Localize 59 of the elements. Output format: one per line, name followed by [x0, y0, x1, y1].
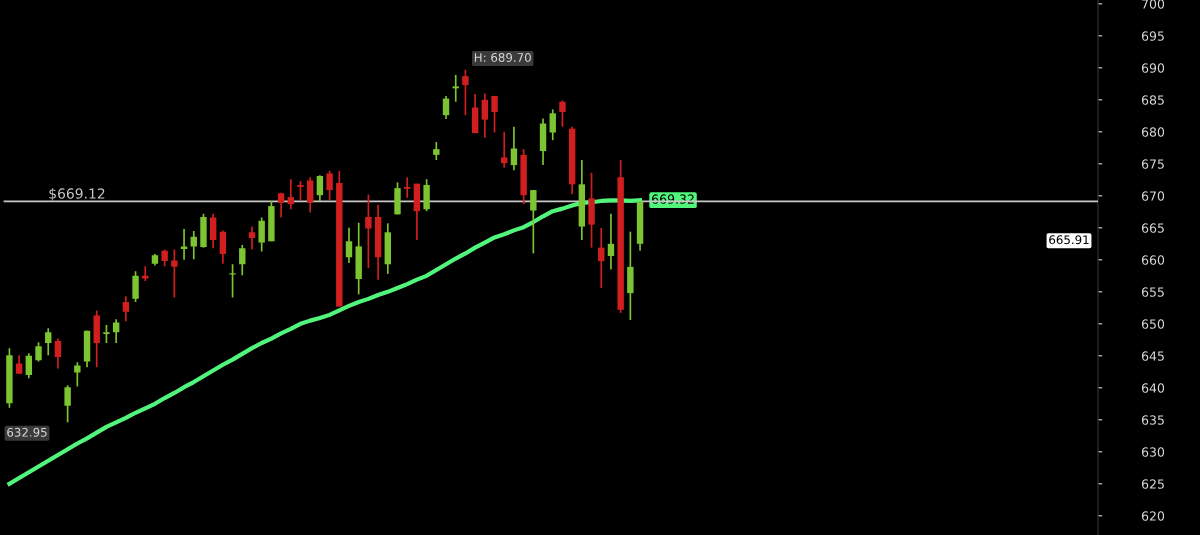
y-tick-label: 640: [1141, 383, 1165, 393]
annotation: H: 689.70: [474, 52, 531, 62]
y-tick-label: 670: [1141, 191, 1165, 201]
candlestick: [559, 99, 566, 128]
candlestick: [229, 263, 236, 299]
y-tick-label: 675: [1141, 159, 1164, 169]
candlestick: [491, 95, 498, 134]
y-tick-label: 700: [1142, 0, 1165, 9]
candlestick: [239, 244, 246, 277]
candlestick: [180, 228, 188, 261]
annotation: 632.95: [7, 427, 47, 437]
y-tick-label: 635: [1141, 415, 1164, 425]
ref-line-label: $669.12: [49, 188, 105, 201]
y-tick-label: 655: [1141, 287, 1164, 297]
candlestick: [287, 178, 294, 211]
candlestick: [442, 95, 450, 120]
candlestick: [306, 176, 314, 214]
candlestick: [15, 354, 23, 375]
candlestick: [345, 226, 353, 264]
candlestick: [122, 295, 130, 323]
candlestick: [510, 125, 518, 172]
y-tick-label: 690: [1141, 63, 1165, 73]
y-tick-label: 680: [1141, 127, 1165, 137]
y-tick-label: 620: [1141, 511, 1165, 521]
y-tick-label: 665: [1141, 223, 1164, 233]
candlestick: [481, 92, 489, 139]
candlestick: [219, 229, 227, 265]
y-tick-label: 625: [1141, 479, 1164, 489]
y-tick-label: 645: [1141, 351, 1164, 361]
candlestick: [316, 174, 324, 202]
candlestick: [45, 327, 52, 357]
candlestick: [248, 225, 256, 251]
candlestick: [258, 216, 265, 253]
candlestick: [598, 226, 605, 289]
candlestick: [326, 170, 333, 202]
y-tick-label: 695: [1141, 31, 1164, 41]
candlestick: [607, 212, 615, 271]
text: 665.91: [1049, 235, 1089, 245]
candlestick: [277, 191, 285, 219]
y-tick-label: 660: [1141, 255, 1165, 265]
y-tick-label: 630: [1141, 447, 1165, 457]
candlestick: [209, 212, 217, 250]
candlestick: [365, 193, 372, 269]
candlestick: [25, 352, 33, 380]
candlestick: [35, 341, 42, 363]
candlestick: [530, 189, 537, 255]
candlestick: [452, 74, 459, 103]
candlestick: [74, 361, 81, 388]
candlestick: [64, 384, 71, 424]
y-tick-label: 685: [1141, 95, 1164, 105]
candlestick: [171, 248, 178, 299]
y-tick-label: 650: [1141, 319, 1165, 329]
candlestick: [54, 337, 62, 370]
candlestick: [462, 68, 469, 117]
candlestick: [297, 180, 304, 202]
candlestick: [132, 270, 139, 303]
candlestick: [549, 108, 556, 141]
candlestick: [404, 176, 411, 199]
candlestick: [501, 130, 508, 169]
